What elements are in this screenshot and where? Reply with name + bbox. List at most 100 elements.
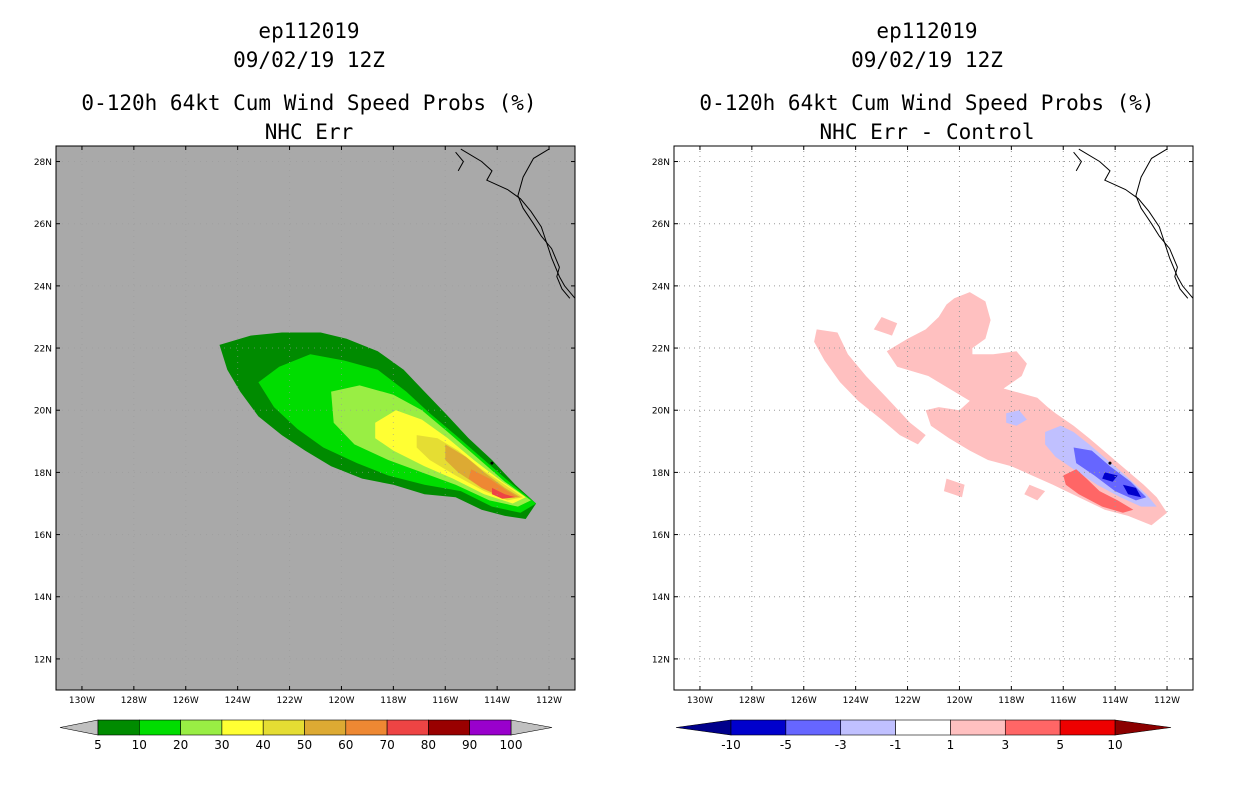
colorbar-label: 100 <box>500 738 523 752</box>
colorbar-label: 70 <box>379 738 394 752</box>
axis-ticks: 28N 26N 24N 22N 20N 18N 16N 14N 12N 130W 128W 126W 1… <box>34 146 575 706</box>
left-probability-map: 28N 26N 24N 22N 20N 18N 16N 14N 12N 130W 128W 126W 1… <box>34 145 576 752</box>
colorbar: -10 -5 -3 -1 1 3 5 10 <box>675 719 1172 752</box>
colorbar-swatch <box>895 719 951 736</box>
colorbar-label: 60 <box>338 738 353 752</box>
coastline-segment <box>517 148 571 299</box>
probability-contour <box>1063 469 1134 513</box>
lon-tick-label: 122W <box>895 696 921 706</box>
product-title: 0-120h 64kt Cum Wind Speed Probs (%) <box>81 91 537 115</box>
lat-tick-label: 12N <box>34 655 52 665</box>
colorbar-label: 30 <box>214 738 229 752</box>
lon-tick-label: 114W <box>1102 696 1128 706</box>
lon-tick-label: 118W <box>380 696 406 706</box>
lon-tick-label: 128W <box>121 696 147 706</box>
colorbar-low-arrow <box>59 719 99 736</box>
lat-tick-label: 24N <box>34 282 52 292</box>
probability-contour <box>492 487 516 499</box>
map-area <box>56 146 575 690</box>
lat-tick-label: 14N <box>34 593 52 603</box>
lat-tick-label: 26N <box>34 220 52 230</box>
colorbar-swatch <box>730 719 787 736</box>
lon-tick-label: 112W <box>536 696 562 706</box>
colorbar-label: 20 <box>173 738 188 752</box>
lon-tick-label: 126W <box>791 696 817 706</box>
lon-tick-label: 128W <box>739 696 765 706</box>
colorbar-label: 90 <box>462 738 477 752</box>
coastline-segment <box>460 148 576 299</box>
lat-tick-label: 22N <box>652 345 670 355</box>
lon-tick-label: 120W <box>328 696 354 706</box>
right-map-panel: ep112019 09/02/19 12Z 0-120h 64kt Cum Wi… <box>618 0 1236 800</box>
colorbar-label: 5 <box>1056 738 1064 752</box>
colorbar-label: 40 <box>256 738 271 752</box>
colorbar-swatch <box>345 719 388 736</box>
probability-contour <box>1024 484 1046 501</box>
colorbar-swatch <box>180 719 223 736</box>
experiment-title: NHC Err <box>264 120 354 144</box>
lon-tick-label: 126W <box>173 696 199 706</box>
graticule <box>56 146 575 690</box>
lon-tick-label: 124W <box>225 696 251 706</box>
map-area <box>674 146 1193 690</box>
lat-tick-label: 18N <box>652 469 670 479</box>
colorbar-label: 1 <box>947 738 955 752</box>
colorbar-swatch <box>785 719 842 736</box>
colorbar-high-arrow <box>1114 719 1172 736</box>
lon-tick-label: 130W <box>69 696 95 706</box>
lon-tick-label: 120W <box>946 696 972 706</box>
graticule <box>674 146 1193 690</box>
lat-tick-label: 16N <box>34 531 52 541</box>
probability-contour <box>1122 484 1142 498</box>
product-title: 0-120h 64kt Cum Wind Speed Probs (%) <box>699 91 1155 115</box>
colorbar-label: 80 <box>421 738 436 752</box>
coastline-segment <box>1135 148 1189 299</box>
storm-center-marker <box>1108 461 1112 465</box>
date-title: 09/02/19 12Z <box>233 48 385 72</box>
colorbar-low-arrow <box>675 719 732 736</box>
lon-tick-label: 116W <box>432 696 458 706</box>
lat-tick-label: 20N <box>34 407 52 417</box>
colorbar-label: -10 <box>721 738 741 752</box>
lon-tick-label: 118W <box>998 696 1024 706</box>
colorbar-label: 10 <box>1107 738 1122 752</box>
colorbar-swatch <box>139 719 181 736</box>
map-frame <box>673 145 1194 691</box>
colorbar: 5 10 20 30 40 50 60 70 80 90 100 <box>59 719 553 752</box>
coastline <box>1073 148 1194 299</box>
lat-tick-label: 14N <box>652 593 670 603</box>
lat-tick-label: 18N <box>34 469 52 479</box>
colorbar-label: -3 <box>835 738 847 752</box>
coastline-segment <box>455 151 465 172</box>
colorbar-label: -5 <box>780 738 792 752</box>
colorbar-label: 10 <box>132 738 147 752</box>
probability-contour <box>814 329 926 445</box>
lon-tick-label: 116W <box>1050 696 1076 706</box>
right-difference-map: 28N 26N 24N 22N 20N 18N 16N 14N 12N 130W 128W 126W 1… <box>652 145 1194 752</box>
lon-tick-label: 124W <box>843 696 869 706</box>
probability-contour <box>468 469 518 498</box>
lat-tick-label: 26N <box>652 220 670 230</box>
storm-id-title: ep112019 <box>258 19 360 43</box>
colorbar-swatch <box>428 719 470 736</box>
left-map-panel: ep112019 09/02/19 12Z 0-120h 64kt Cum Wi… <box>34 19 576 752</box>
lat-tick-label: 28N <box>34 158 52 168</box>
probability-contour <box>445 444 521 498</box>
colorbar-swatch <box>304 719 347 736</box>
experiment-title: NHC Err - Control <box>819 120 1035 144</box>
colorbar-swatch <box>262 719 305 736</box>
date-title: 09/02/19 12Z <box>851 48 1003 72</box>
probability-contour <box>1102 472 1118 482</box>
lon-tick-label: 122W <box>277 696 303 706</box>
probability-contour <box>873 317 898 336</box>
lat-tick-label: 28N <box>652 158 670 168</box>
probability-contour <box>943 478 965 498</box>
lat-tick-label: 16N <box>652 531 670 541</box>
lon-tick-label: 130W <box>687 696 713 706</box>
colorbar-swatch <box>840 719 896 736</box>
colorbar-swatch <box>97 719 140 736</box>
lon-tick-label: 114W <box>484 696 510 706</box>
lon-tick-label: 112W <box>1154 696 1180 706</box>
colorbar-label: 3 <box>1001 738 1009 752</box>
coastline-segment <box>1073 151 1083 172</box>
